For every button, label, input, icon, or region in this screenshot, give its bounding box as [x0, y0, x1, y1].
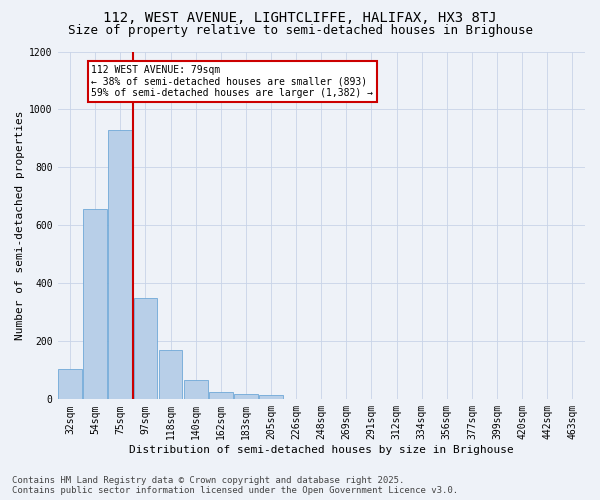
Bar: [209, 392, 233, 400]
Text: Size of property relative to semi-detached houses in Brighouse: Size of property relative to semi-detach…: [67, 24, 533, 37]
Bar: [109, 130, 132, 400]
Text: 112 WEST AVENUE: 79sqm
← 38% of semi-detached houses are smaller (893)
59% of se: 112 WEST AVENUE: 79sqm ← 38% of semi-det…: [91, 64, 373, 98]
Bar: [234, 394, 258, 400]
Bar: [134, 298, 157, 400]
Text: Contains HM Land Registry data © Crown copyright and database right 2025.
Contai: Contains HM Land Registry data © Crown c…: [12, 476, 458, 495]
X-axis label: Distribution of semi-detached houses by size in Brighouse: Distribution of semi-detached houses by …: [129, 445, 514, 455]
Bar: [58, 369, 82, 400]
Bar: [83, 208, 107, 400]
Bar: [184, 380, 208, 400]
Y-axis label: Number of semi-detached properties: Number of semi-detached properties: [15, 110, 25, 340]
Bar: [259, 395, 283, 400]
Bar: [158, 350, 182, 400]
Text: 112, WEST AVENUE, LIGHTCLIFFE, HALIFAX, HX3 8TJ: 112, WEST AVENUE, LIGHTCLIFFE, HALIFAX, …: [103, 11, 497, 25]
